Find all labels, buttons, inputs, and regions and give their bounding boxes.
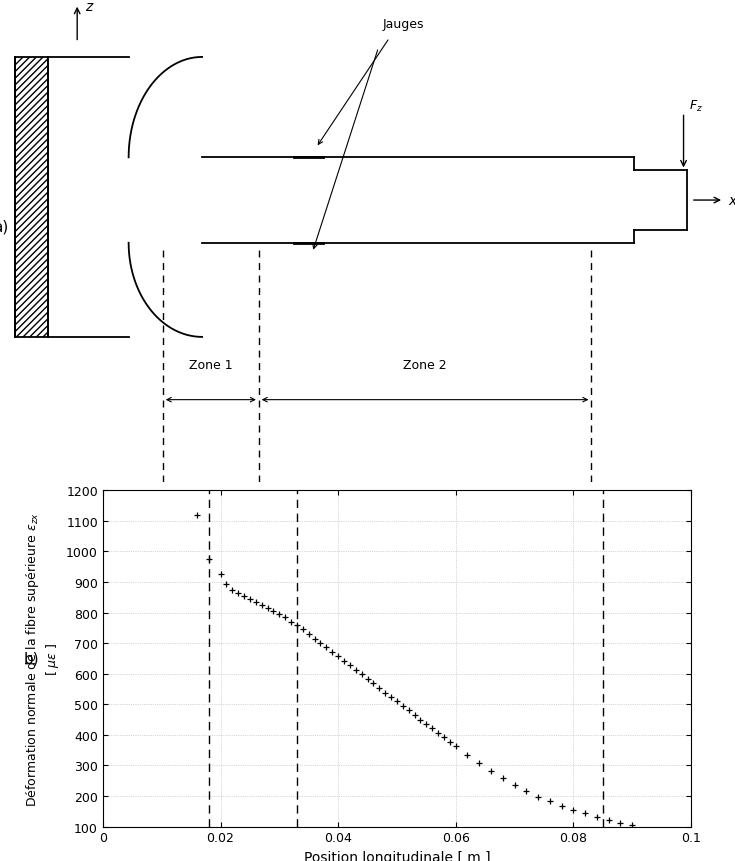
Text: $z$: $z$: [85, 0, 94, 14]
Text: Zone 1: Zone 1: [189, 358, 233, 371]
Text: b): b): [24, 651, 39, 666]
Bar: [15, 58, 48, 338]
Text: Jauges: Jauges: [382, 17, 423, 31]
X-axis label: Position longitudinale [ m ]: Position longitudinale [ m ]: [304, 850, 490, 861]
Y-axis label: Déformation normale de la fibre supérieure $\varepsilon_{zx}$
[ $\mu\varepsilon$: Déformation normale de la fibre supérieu…: [24, 511, 60, 806]
Text: a): a): [0, 219, 8, 234]
Text: $F_z$: $F_z$: [689, 98, 703, 114]
Text: Zone 2: Zone 2: [404, 358, 447, 371]
Text: $x$: $x$: [728, 194, 735, 208]
